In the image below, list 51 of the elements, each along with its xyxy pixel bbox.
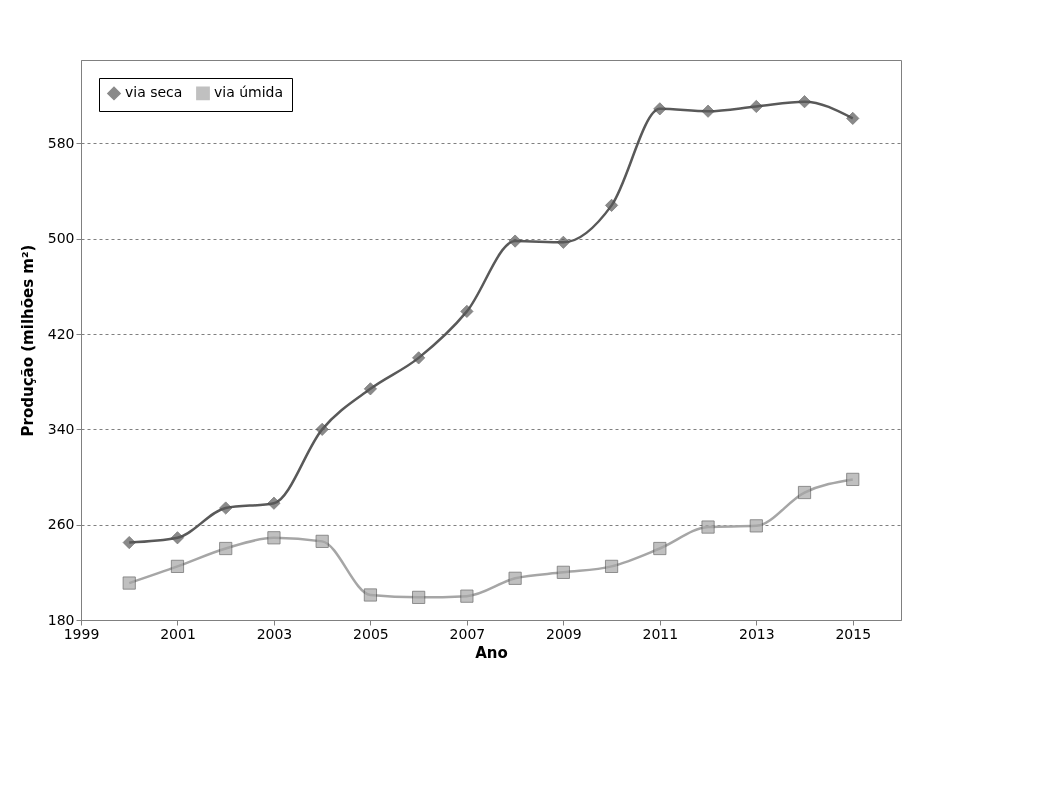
- point: [605, 198, 619, 212]
- point: [122, 576, 136, 590]
- point: [846, 472, 860, 486]
- x-tick-label: 2003: [256, 625, 293, 642]
- y-tick-label: 500: [47, 230, 75, 247]
- x-tick-label: 1999: [63, 625, 100, 642]
- point: [701, 520, 715, 534]
- point: [460, 304, 474, 318]
- point: [122, 536, 136, 550]
- point: [315, 534, 329, 548]
- point: [170, 559, 184, 573]
- point: [412, 351, 426, 365]
- point: [653, 102, 667, 116]
- point: [749, 519, 763, 533]
- point: [412, 590, 426, 604]
- point: [605, 559, 619, 573]
- legend-label: via seca: [125, 84, 183, 101]
- x-tick-label: 2011: [642, 625, 679, 642]
- x-tick-label: 2013: [738, 625, 775, 642]
- point: [508, 571, 522, 585]
- y-tick-label: 180: [47, 611, 75, 628]
- point: [556, 565, 570, 579]
- point: [363, 382, 377, 396]
- point: [315, 422, 329, 436]
- x-tick-label: 2001: [160, 625, 196, 642]
- point: [556, 235, 570, 249]
- x-axis-title: Ano: [475, 643, 508, 662]
- x-tick-label: 2007: [449, 625, 486, 642]
- point: [363, 588, 377, 602]
- y-tick-label: 340: [47, 420, 75, 437]
- x-tick-label: 2005: [353, 625, 389, 642]
- y-axis-title: Produção (milhões m²): [18, 244, 37, 437]
- point: [170, 531, 184, 545]
- y-tick-label: 580: [47, 134, 75, 151]
- point: [460, 589, 474, 603]
- point: [749, 99, 763, 113]
- y-tick-label: 260: [47, 516, 75, 533]
- point: [653, 541, 667, 556]
- point: [219, 501, 233, 515]
- x-tick-label: 2009: [546, 625, 582, 642]
- point: [798, 485, 812, 500]
- point: [701, 104, 715, 118]
- y-tick-label: 420: [47, 325, 75, 342]
- point: [219, 541, 233, 556]
- x-tick-label: 2015: [835, 625, 872, 642]
- point: [267, 496, 281, 510]
- point: [508, 234, 522, 248]
- point: [267, 531, 281, 545]
- legend-label: via úmida: [214, 84, 284, 101]
- point: [846, 111, 860, 125]
- point: [798, 95, 812, 109]
